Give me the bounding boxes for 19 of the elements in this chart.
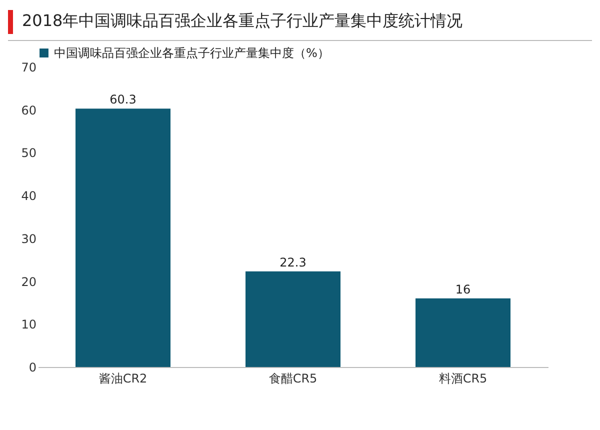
- x-tick-label: 料酒CR5: [438, 372, 488, 386]
- data-label: 60.3: [110, 92, 136, 107]
- y-tick-label: 60: [21, 103, 36, 118]
- bar: [76, 108, 170, 367]
- data-label: 16: [455, 282, 471, 296]
- y-tick-label: 30: [21, 232, 36, 246]
- data-label: 22.3: [280, 255, 306, 270]
- y-tick-label: 50: [21, 146, 36, 160]
- x-tick-label: 酱油CR2: [98, 372, 148, 386]
- bar: [416, 298, 510, 367]
- y-tick-label: 0: [28, 360, 36, 374]
- bar: [246, 271, 340, 367]
- y-tick-label: 70: [21, 60, 36, 74]
- y-tick-label: 10: [21, 318, 36, 332]
- y-tick-label: 40: [21, 189, 36, 204]
- chart-title: 2018年中国调味品百强企业各重点子行业产量集中度统计情况: [22, 11, 463, 32]
- y-tick-label: 20: [21, 274, 36, 289]
- legend-label: 中国调味品百强企业各重点子行业产量集中度（%）: [54, 46, 330, 60]
- x-tick-label: 食醋CR5: [268, 372, 318, 386]
